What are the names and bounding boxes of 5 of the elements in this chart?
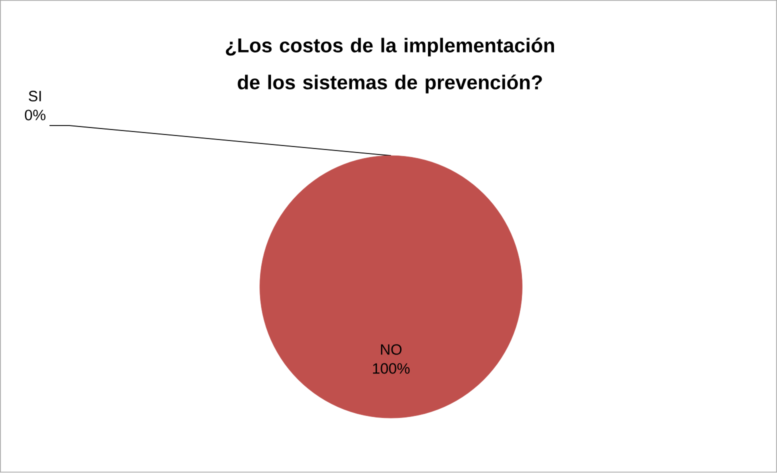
category-label: SI [28,91,41,102]
slice-label: NO [381,344,402,356]
data-label: 100% [373,363,410,374]
chart-title: ¿Los costos de la implementación de los sistemas de prevención? [226,38,554,94]
text: 0% [24,110,46,121]
